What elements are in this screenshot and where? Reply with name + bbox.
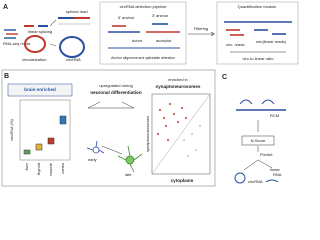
enriched: enriched in xyxy=(168,77,188,82)
pipeline-title: circRNA detection pipeline xyxy=(120,4,167,9)
category: liver xyxy=(24,162,29,170)
boxplot-icon xyxy=(19,99,71,161)
nscore: N-Score xyxy=(251,138,266,143)
early: early xyxy=(88,157,97,162)
category: cortex xyxy=(60,163,65,174)
linear-rna: RNA xyxy=(273,172,282,177)
linear-rna: linear xyxy=(270,167,280,172)
neuron-icons xyxy=(86,101,143,173)
filtering: Filtering xyxy=(194,26,208,31)
category: thyroid xyxy=(36,163,41,175)
late: late xyxy=(125,172,132,177)
rcm-diagram xyxy=(234,99,286,184)
quant-diagram xyxy=(224,21,292,53)
figure: A RNA-seq reads linear splicing spliced … xyxy=(1,1,299,187)
y-axis-label: circRNA (%) xyxy=(9,118,14,140)
ratio: circ-to-linear ratio xyxy=(243,56,275,61)
anchor3: 3' anchor xyxy=(152,13,169,18)
circrna: circRNA xyxy=(248,179,263,184)
page: A RNA-seq reads linear splicing spliced … xyxy=(0,0,300,188)
brain-title: brain enriched xyxy=(24,87,56,92)
panel-label: B xyxy=(4,73,9,80)
scatter-icon xyxy=(151,93,211,175)
acceptor: acceptor xyxy=(156,38,172,43)
pipeline-box xyxy=(99,1,187,65)
brain-box xyxy=(7,83,73,97)
min-linear: min(linear reads) xyxy=(256,39,287,44)
quant-title: Quantification module xyxy=(238,4,277,9)
panel-label: C xyxy=(222,74,227,81)
circularization: circularization xyxy=(22,57,46,62)
anchor5: 5' anchor xyxy=(118,15,135,20)
circ-reads: circ. reads xyxy=(226,42,244,47)
circrna-label: circRNA xyxy=(66,57,81,62)
splicing-diagram xyxy=(24,17,90,58)
predict: Predict xyxy=(260,152,273,157)
upregulated: upregulated during xyxy=(99,83,132,88)
rcm: RCM xyxy=(270,113,279,118)
synapto-title: synaptoneurosomes xyxy=(156,84,201,89)
anchor-diagram xyxy=(108,23,180,49)
neuronal: neuronal differentiation xyxy=(90,90,141,95)
panel-label: A xyxy=(3,4,8,11)
quant-box xyxy=(216,1,299,65)
linear-splicing: linear splicing xyxy=(28,29,52,34)
pipeline-caption: Anchor alignment and spliceable detectio… xyxy=(111,56,175,60)
reads-icon xyxy=(4,29,18,39)
arrow xyxy=(188,31,215,37)
panel-b-box xyxy=(1,69,216,187)
spliced-read: spliced read xyxy=(66,9,88,14)
cytoplasm: cytoplasm xyxy=(171,178,194,183)
donor: donor xyxy=(132,38,143,43)
synapto-axis: synaptoneurosomes xyxy=(145,116,150,152)
reads-label: RNA-seq reads xyxy=(3,41,30,46)
category: muscle xyxy=(48,162,53,175)
